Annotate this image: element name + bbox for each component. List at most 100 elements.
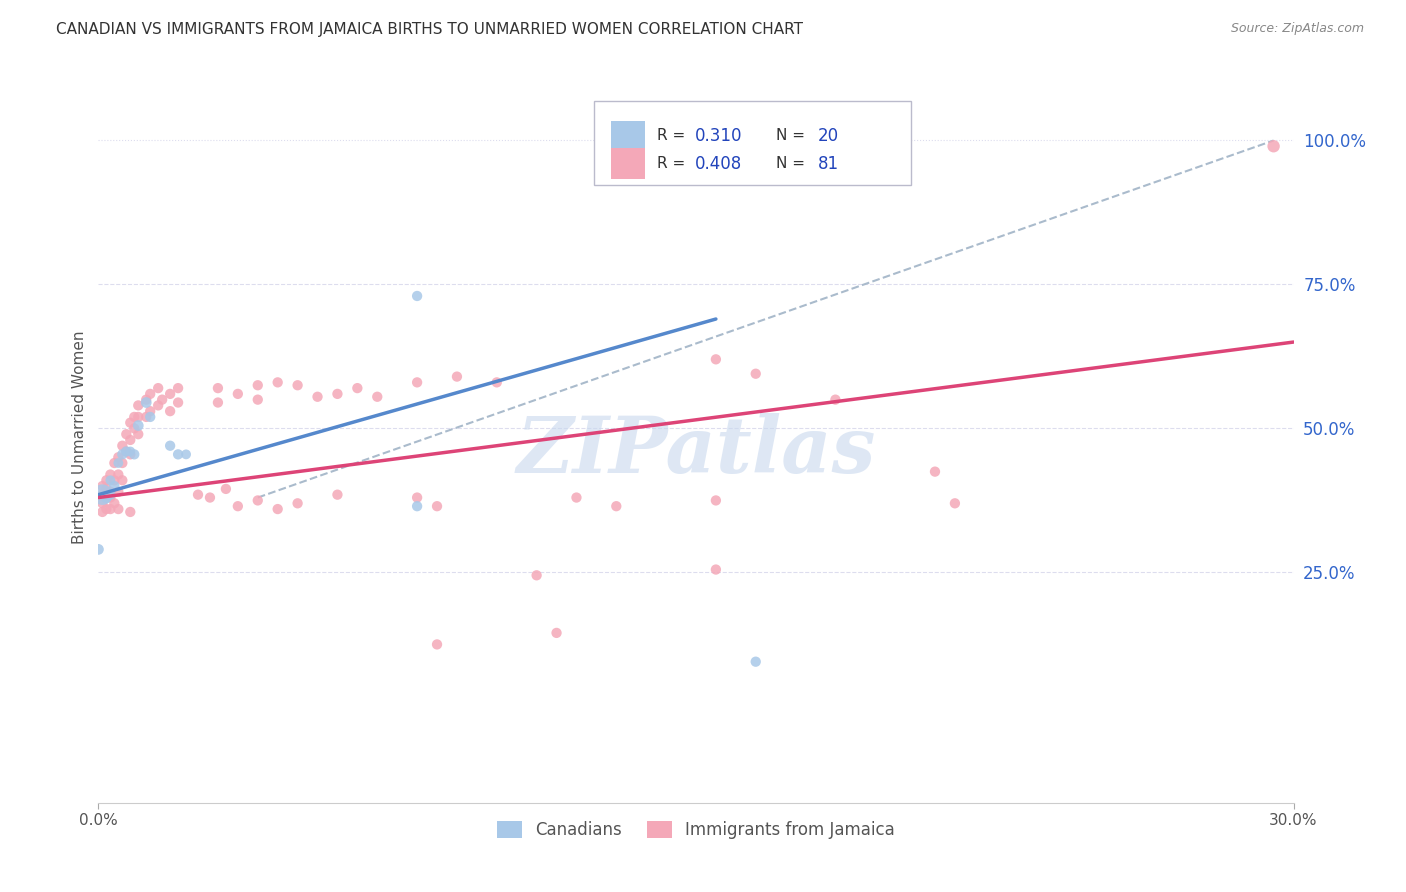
Point (159, 439, 181, 453)
Point (91, 505, 114, 519)
Point (366, 390, 388, 404)
Text: R =: R = (657, 128, 690, 144)
Point (326, 387, 349, 401)
Point (246, 378, 269, 392)
Point (406, 289, 429, 303)
Point (159, 387, 181, 401)
Text: N =: N = (776, 128, 810, 144)
Point (139, 387, 162, 401)
Point (148, 381, 170, 395)
Point (159, 404, 181, 418)
Point (167, 447, 190, 461)
Point (120, 416, 142, 430)
Point (565, 491, 588, 505)
Point (103, 473, 125, 487)
Point (167, 395, 190, 409)
FancyBboxPatch shape (612, 120, 644, 152)
Point (91, 488, 114, 502)
Point (139, 404, 162, 418)
Point (111, 447, 134, 461)
Point (98, 467, 122, 482)
Point (135, 409, 157, 424)
Legend: Canadians, Immigrants from Jamaica: Canadians, Immigrants from Jamaica (491, 814, 901, 846)
Point (526, 568, 548, 582)
Point (91, 496, 114, 510)
Point (406, 499, 429, 513)
Point (107, 467, 129, 482)
Point (96, 502, 118, 516)
Point (98, 473, 122, 487)
FancyBboxPatch shape (595, 101, 911, 185)
Point (207, 381, 229, 395)
Point (111, 439, 134, 453)
Point (187, 488, 209, 502)
Point (127, 398, 149, 412)
Point (107, 450, 129, 465)
Point (198, 491, 221, 505)
Y-axis label: Births to Unmarried Women: Births to Unmarried Women (72, 330, 87, 544)
Point (215, 482, 238, 496)
Point (127, 409, 149, 424)
Point (111, 456, 134, 470)
Point (267, 376, 290, 390)
Point (98, 502, 122, 516)
Point (103, 496, 125, 510)
Point (107, 484, 129, 499)
Point (96, 482, 118, 496)
Point (207, 395, 229, 409)
Text: CANADIAN VS IMMIGRANTS FROM JAMAICA BIRTHS TO UNMARRIED WOMEN CORRELATION CHART: CANADIAN VS IMMIGRANTS FROM JAMAICA BIRT… (56, 22, 803, 37)
Point (745, 367, 768, 381)
Text: 0.310: 0.310 (695, 127, 742, 145)
Point (226, 387, 249, 401)
Point (120, 433, 142, 447)
Point (115, 444, 138, 458)
Point (135, 395, 157, 409)
Point (124, 421, 146, 435)
Text: R =: R = (657, 156, 690, 171)
Point (120, 447, 142, 461)
Point (406, 491, 429, 505)
Point (246, 392, 269, 407)
Point (103, 456, 125, 470)
Point (485, 376, 508, 390)
Point (605, 499, 627, 513)
Point (246, 493, 269, 508)
Point (96, 473, 118, 487)
Point (96, 491, 118, 505)
Point (546, 626, 568, 640)
Point (98, 484, 122, 499)
Point (127, 427, 149, 442)
Point (745, 655, 768, 669)
Text: 81: 81 (818, 154, 839, 173)
FancyBboxPatch shape (612, 148, 644, 179)
Point (115, 444, 138, 458)
Point (91, 488, 114, 502)
Point (103, 479, 125, 493)
Point (87, 542, 110, 557)
Point (406, 376, 429, 390)
Point (287, 496, 309, 510)
Point (148, 398, 170, 412)
Point (267, 502, 290, 516)
Point (120, 505, 142, 519)
Point (120, 444, 142, 458)
Point (115, 427, 138, 442)
Point (107, 456, 129, 470)
Point (111, 473, 134, 487)
Text: 0.408: 0.408 (695, 154, 742, 173)
Point (174, 447, 197, 461)
Point (426, 499, 449, 513)
Point (98, 488, 122, 502)
Point (167, 381, 190, 395)
Point (943, 496, 966, 510)
Point (287, 378, 309, 392)
Text: Source: ZipAtlas.com: Source: ZipAtlas.com (1230, 22, 1364, 36)
Point (139, 409, 162, 424)
Point (307, 390, 329, 404)
Point (124, 409, 146, 424)
Point (824, 392, 846, 407)
Point (150, 392, 173, 407)
Text: ZIPatlas: ZIPatlas (516, 414, 876, 490)
Point (96, 491, 118, 505)
Text: N =: N = (776, 156, 810, 171)
